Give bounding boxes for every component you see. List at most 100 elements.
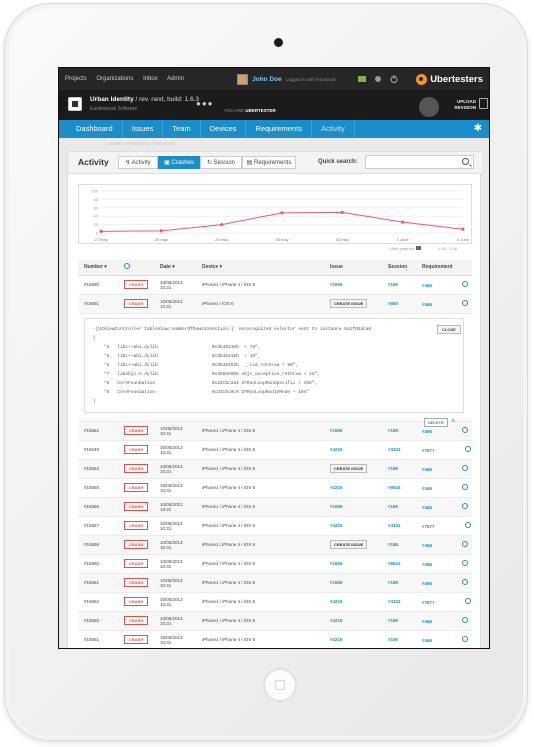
issue-link[interactable]: #1655 — [330, 580, 343, 585]
project-title[interactable]: Urban Identity / rev. next, build: 1.6.3 — [90, 96, 199, 103]
session-link[interactable]: #186 — [388, 282, 399, 287]
nav-organizations[interactable]: Organizations — [96, 76, 134, 82]
requirement-link[interactable]: #466 — [422, 302, 433, 307]
requirement-link[interactable]: #466 — [422, 467, 433, 472]
messages-icon[interactable] — [357, 75, 366, 83]
session-link[interactable]: #6543 — [388, 485, 401, 490]
table-row[interactable]: #15656 CRASH 10/05/2013 10:31 iPhone1 / i… — [78, 497, 472, 517]
info-icon[interactable] — [462, 617, 469, 623]
segment-session[interactable]: ↻ Session — [200, 156, 242, 169]
session-link[interactable]: #186 — [388, 618, 399, 623]
info-icon[interactable] — [462, 636, 469, 642]
data-point[interactable] — [99, 229, 103, 233]
table-row[interactable]: #15660 CRASH 10/05/2013 10:31 iPhone1 / i… — [78, 554, 472, 574]
tab-dashboard[interactable]: Dashboard — [67, 120, 123, 138]
data-point[interactable] — [401, 220, 405, 224]
chart-toggle-icon[interactable] — [416, 246, 421, 250]
tab-team[interactable]: Team — [163, 120, 201, 138]
upload-icon[interactable] — [479, 98, 488, 109]
info-icon[interactable] — [462, 465, 469, 471]
data-point[interactable] — [159, 229, 163, 233]
tab-devices[interactable]: Devices — [201, 120, 247, 138]
info-icon[interactable] — [462, 503, 469, 509]
delete-button[interactable]: DELETE — [424, 417, 448, 427]
issue-link[interactable]: #1655 — [330, 504, 343, 509]
requirement-link[interactable]: #466 — [422, 486, 433, 491]
segment-crashes[interactable]: ▣ Crashes — [158, 156, 200, 169]
home-button[interactable] — [263, 668, 297, 702]
info-icon[interactable] — [462, 541, 469, 547]
table-row[interactable]: #15650 CRASH 10/05/2013 10:31 iPhone1 / i… — [78, 611, 472, 631]
data-point[interactable] — [340, 210, 344, 215]
col-date[interactable]: Date ▾ — [154, 260, 196, 276]
tab-requirements[interactable]: Requirements — [246, 120, 313, 138]
col-device[interactable]: Device ▾ — [196, 260, 324, 276]
info-icon[interactable] — [464, 446, 471, 452]
table-row[interactable]: #15657 CRASH 10/05/2013 10:31 iPhone1 / i… — [78, 516, 472, 536]
requirement-link[interactable]: #466 — [422, 543, 433, 548]
info-icon[interactable] — [464, 522, 471, 528]
issue-link[interactable]: #1655 — [330, 282, 343, 287]
info-icon[interactable] — [462, 300, 469, 306]
power-icon[interactable] — [390, 75, 398, 83]
table-row[interactable]: #15661 CRASH 10/05/2013 10:31 iPhone1 / i… — [78, 573, 472, 593]
requirement-link[interactable]: #466 — [422, 581, 433, 586]
requirement-link[interactable]: #466 — [422, 562, 433, 567]
user-name[interactable]: John Doe — [252, 75, 282, 83]
issue-link[interactable]: #4215 — [330, 523, 343, 528]
create-issue-button[interactable]: CREATE ISSUE — [330, 299, 368, 308]
session-link[interactable]: #186 — [388, 637, 399, 642]
tab-issues[interactable]: Issues — [123, 120, 164, 138]
tab-activity[interactable]: Activity — [312, 120, 355, 138]
issue-link[interactable]: #1655 — [330, 428, 343, 433]
table-row[interactable]: #15690 CRASH 10/05/2013 10:31 iPhone1 / i… — [78, 275, 472, 295]
requirement-link[interactable]: #7677 — [422, 524, 435, 529]
table-row[interactable]: #15658 CRASH 10/05/2013 10:31 iPhone1 / i… — [78, 535, 472, 555]
session-link[interactable]: #186 — [388, 466, 399, 471]
info-icon[interactable] — [462, 484, 469, 490]
table-row[interactable]: #15662 CRASH 10/05/2013 10:31 iPhone1 / i… — [78, 592, 472, 612]
segment-activity[interactable]: ↯ Activity — [118, 156, 158, 169]
data-point[interactable] — [280, 211, 284, 215]
table-row[interactable]: #15655 CRASH 10/05/2013 10:31 iPhone1 / i… — [78, 478, 472, 498]
collapse-icon[interactable]: ≡ — [452, 417, 455, 424]
hide-graphics-link[interactable]: Hide graphics — [390, 246, 415, 251]
requirement-link[interactable]: #7677 — [422, 448, 435, 453]
session-link[interactable]: #4324 — [388, 523, 401, 528]
info-icon[interactable] — [464, 598, 471, 604]
gear-icon[interactable]: ✱ — [473, 123, 482, 134]
session-link[interactable]: #186 — [388, 542, 399, 547]
close-button[interactable]: CLOSE — [437, 324, 461, 334]
issue-link[interactable]: #4215 — [330, 599, 343, 604]
search-icon[interactable] — [462, 158, 469, 165]
session-link[interactable]: #4324 — [388, 599, 401, 604]
session-link[interactable]: #186 — [388, 428, 399, 433]
info-icon[interactable] — [462, 427, 469, 433]
create-issue-button[interactable]: CREATE ISSUE — [330, 540, 368, 549]
session-link[interactable]: #650 — [388, 301, 399, 306]
breadcrumb[interactable]: HOME › PROJECTS › DEVICES — [109, 141, 175, 146]
settings-icon[interactable] — [374, 75, 382, 83]
data-point[interactable] — [220, 223, 224, 227]
upload-revision-label[interactable]: UPLOAD REVISION — [454, 99, 476, 110]
user-area[interactable]: John Doe Logged in with Facebook — [237, 73, 336, 85]
col-number[interactable]: Number ▾ — [78, 260, 118, 276]
requirement-link[interactable]: #466 — [422, 505, 433, 510]
requirement-link[interactable]: #466 — [422, 283, 433, 288]
requirement-link[interactable]: #466 — [422, 429, 433, 434]
session-link[interactable]: #6543 — [388, 561, 401, 566]
info-icon[interactable] — [462, 560, 469, 566]
session-link[interactable]: #186 — [388, 504, 399, 509]
table-row[interactable]: #15652 CRASH 10/05/2013 10:31 iPhone1 / i… — [78, 421, 472, 441]
issue-link[interactable]: #1655 — [330, 561, 343, 566]
issue-link[interactable]: #4215 — [330, 637, 343, 642]
session-link[interactable]: #4324 — [388, 447, 401, 452]
segment-requirements[interactable]: ▤ Requirements — [242, 156, 296, 169]
search-input[interactable] — [365, 155, 474, 169]
issue-link[interactable]: #4215 — [330, 447, 343, 452]
info-icon[interactable] — [462, 281, 469, 287]
table-row[interactable]: #15654 CRASH 10/05/2013 10:31 iPhone1 / i… — [78, 459, 472, 479]
info-icon[interactable] — [462, 579, 469, 585]
issue-link[interactable]: #4215 — [330, 618, 343, 623]
requirement-link[interactable]: #466 — [422, 638, 433, 643]
